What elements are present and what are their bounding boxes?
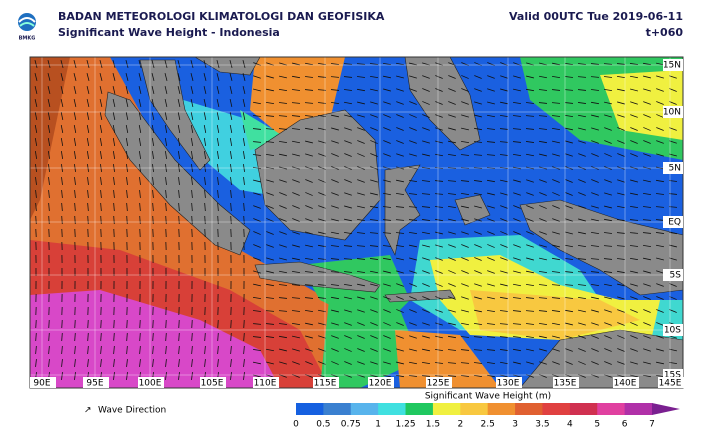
colorbar-segment — [378, 403, 406, 415]
colorbar-segment — [296, 403, 324, 415]
colorbar-segment — [406, 403, 434, 415]
legend-title: Significant Wave Height (m) — [425, 392, 551, 402]
colorbar-segment — [351, 403, 379, 415]
colorbar-segment — [597, 403, 625, 415]
arrow — [88, 216, 89, 224]
arrow — [192, 216, 193, 224]
lat-label: 10N — [663, 108, 681, 118]
colorbar-tick-label: 7 — [649, 420, 655, 430]
arrow-icon: ↗ — [84, 406, 92, 416]
arrow — [49, 216, 50, 224]
colorbar-tick-label: 6 — [622, 420, 628, 430]
arrow — [179, 216, 180, 224]
arrow — [153, 216, 154, 224]
lon-label: 105E — [201, 379, 224, 389]
lon-label: 125E — [427, 379, 450, 389]
lon-label: 90E — [33, 379, 50, 389]
colorbar-tick-label: 1.5 — [426, 420, 440, 430]
colorbar-tick-label: 2 — [457, 420, 463, 430]
arrow — [114, 216, 115, 224]
lon-label: 120E — [369, 379, 392, 389]
lat-label: 10S — [664, 326, 681, 336]
colorbar-tick-label: 5 — [594, 420, 600, 430]
arrow — [101, 216, 102, 224]
colorbar-segment — [323, 403, 351, 415]
colorbar-segment — [625, 403, 653, 415]
lon-label: 95E — [86, 379, 103, 389]
lon-label: 110E — [254, 379, 277, 389]
colorbar-tick-label: 1 — [375, 420, 381, 430]
logo — [18, 13, 36, 31]
agency: BADAN METEOROLOGI KLIMATOLOGI DAN GEOFIS… — [58, 10, 385, 23]
colorbar-segment — [570, 403, 598, 415]
colorbar-segment — [515, 403, 543, 415]
colorbar-arrow — [652, 403, 680, 415]
lon-label: 130E — [497, 379, 520, 389]
arrow — [218, 216, 219, 224]
colorbar: 0 0.5 0.75 1 1.25 1.5 2 2.5 3 3.5 4 5 6 7 — [293, 403, 680, 430]
colorbar-tick-label: 0.5 — [316, 420, 330, 430]
lon-label: 115E — [314, 379, 337, 389]
lead-time: t+060 — [646, 26, 684, 39]
arrow — [127, 216, 128, 224]
colorbar-segment — [542, 403, 570, 415]
arrow — [75, 216, 76, 224]
colorbar-tick-label: 4 — [567, 420, 573, 430]
lon-label: 145E — [659, 379, 682, 389]
colorbar-tick-label: 0 — [293, 420, 299, 430]
colorbar-tick-label: 2.5 — [481, 420, 495, 430]
arrow — [140, 216, 141, 224]
colorbar-tick-label: 1.25 — [396, 420, 416, 430]
lon-label: 140E — [614, 379, 637, 389]
lat-label: 15N — [663, 61, 681, 71]
lat-label: 5N — [669, 164, 681, 174]
map — [30, 57, 683, 388]
lat-label: 5S — [670, 271, 682, 281]
colorbar-tick-label: 3.5 — [535, 420, 549, 430]
wave-direction-label: Wave Direction — [98, 406, 166, 416]
arrow — [205, 216, 206, 224]
subtitle: Significant Wave Height - Indonesia — [58, 26, 280, 39]
arrow — [62, 216, 63, 224]
arrow — [244, 216, 245, 224]
arrow — [231, 216, 232, 224]
valid-time: Valid 00UTC Tue 2019-06-11 — [509, 10, 683, 23]
colorbar-segment — [460, 403, 488, 415]
colorbar-tick-label: 0.75 — [341, 420, 361, 430]
lat-label: EQ — [668, 218, 681, 228]
colorbar-segment — [488, 403, 516, 415]
logo-text: BMKG — [19, 36, 36, 42]
lon-label: 100E — [139, 379, 162, 389]
arrow — [36, 216, 37, 224]
arrow — [166, 216, 167, 224]
lon-label: 135E — [554, 379, 577, 389]
colorbar-segment — [433, 403, 461, 415]
colorbar-tick-label: 3 — [512, 420, 518, 430]
